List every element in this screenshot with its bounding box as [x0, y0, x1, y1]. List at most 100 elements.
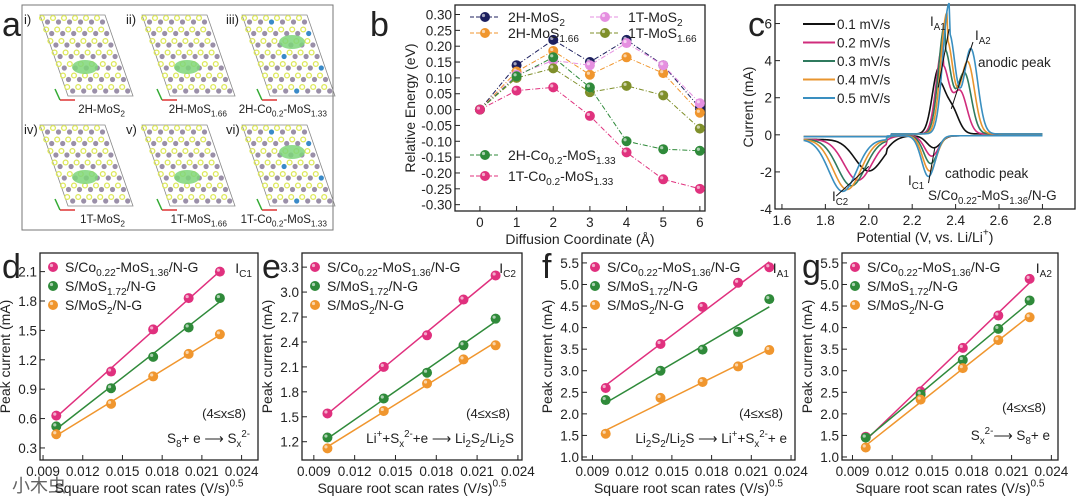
text-run: 0.012	[338, 464, 372, 479]
sulfur-atom	[216, 72, 224, 79]
text-run: 2.4	[280, 335, 299, 350]
molybdenum-atom	[246, 129, 253, 135]
sulfur-atom	[200, 136, 207, 143]
text-run: 1.66	[559, 34, 579, 45]
text-run: 1T-MoS	[171, 214, 212, 226]
text-run: /N-G	[711, 259, 741, 275]
data-point	[694, 123, 705, 134]
data-point-highlight	[696, 147, 700, 151]
molybdenum-atom	[178, 76, 185, 83]
sulfur-atom	[304, 147, 311, 155]
text-run: /N-G	[669, 278, 699, 294]
text-run: 2H-Co	[508, 147, 549, 163]
data-point-highlight	[696, 100, 700, 104]
y-tick-label: 3.0	[280, 285, 299, 300]
sulfur-atom	[186, 49, 193, 56]
molybdenum-atom	[214, 163, 220, 170]
sulfur-atom	[59, 72, 67, 79]
text-run: 0.6	[18, 412, 37, 427]
data-point-highlight	[851, 282, 856, 287]
text-run: 2	[649, 306, 655, 317]
axis-arrow-b-icon	[256, 88, 263, 101]
sulfur-atom	[110, 170, 117, 178]
text-run: 2H-MoS	[169, 104, 212, 116]
legend-label: S/MoS1.72/N-G	[607, 278, 698, 298]
sulfur-atom	[153, 159, 160, 166]
sulfur-atom	[273, 14, 281, 22]
x-axis-label: Square root scan rates (V/s)0.5	[855, 479, 1044, 496]
molybdenum-atom	[44, 129, 51, 135]
sulfur-atom	[205, 72, 213, 79]
text-run: 2	[120, 109, 125, 118]
sulfur-atom	[178, 26, 185, 33]
data-point	[511, 85, 522, 96]
text-run: Li	[635, 431, 646, 446]
chart-f: 0.009 0.012 0.015 0.018 0.021 0.024 1.0 1.5 2.0 2…	[539, 252, 808, 496]
sulfur-atom	[162, 14, 170, 22]
data-point-highlight	[1026, 297, 1030, 301]
text-run: Peak current (mA)	[259, 300, 275, 414]
structure-index: i)	[24, 12, 31, 27]
charge-density-blob	[279, 35, 305, 49]
text-run: 0.015	[379, 464, 413, 479]
text-run: 8	[176, 439, 181, 450]
data-point-highlight	[107, 400, 112, 404]
chart-g: 0.009 0.012 0.015 0.018 0.021 0.024 1.0 1.5 2.0 2…	[799, 252, 1069, 496]
data-point-highlight	[586, 112, 590, 117]
sulfur-atom	[84, 159, 91, 166]
x-tick-label: 3	[586, 215, 594, 230]
data-point-highlight	[460, 356, 464, 360]
text-run: I	[975, 28, 979, 43]
molybdenum-atom	[205, 198, 211, 204]
peak-label: IA2	[1036, 260, 1053, 280]
text-run: I	[773, 260, 777, 276]
molybdenum-atom	[273, 140, 279, 147]
molybdenum-atom	[87, 186, 94, 193]
molybdenum-atom	[166, 152, 172, 158]
y-axis-label: Current (mA)	[740, 67, 756, 148]
molybdenum-atom	[90, 53, 96, 60]
range-note: (4≤x≤8)	[466, 406, 510, 421]
molybdenum-atom	[167, 76, 174, 83]
legend-marker	[48, 300, 58, 310]
molybdenum-atom	[99, 129, 106, 135]
data-point-highlight	[550, 65, 554, 69]
text-run: 4.5	[820, 299, 839, 314]
molybdenum-atom	[55, 19, 62, 25]
sulfur-atom	[271, 147, 278, 155]
sulfur-atom	[189, 26, 196, 33]
molybdenum-atom	[189, 186, 196, 193]
sulfur-atom	[55, 60, 62, 68]
molybdenum-atom	[184, 140, 190, 147]
charge-density-blob	[72, 170, 98, 184]
sulfur-atom	[201, 170, 208, 178]
sulfur-atom	[58, 37, 65, 45]
data-point	[490, 340, 501, 351]
data-point-highlight	[601, 13, 606, 18]
sulfur-atom	[149, 147, 156, 155]
molybdenum-atom	[70, 88, 76, 94]
text-run: Diffusion Coordinate (Å)	[505, 231, 654, 247]
legend-label: S/Co0.22-MoS1.36/N-G	[867, 259, 1000, 279]
sulfur-atom	[87, 26, 94, 33]
data-point-highlight	[623, 138, 627, 142]
text-run: ii)	[126, 12, 136, 27]
data-point-highlight	[696, 185, 700, 189]
molybdenum-atom	[105, 65, 111, 71]
y-axis-label: Peak current (mA)	[259, 300, 275, 414]
text-run: 0.009	[576, 464, 610, 479]
molybdenum-atom	[301, 19, 308, 25]
text-run: Current (mA)	[740, 67, 756, 148]
structure-4: iv) 1T-MoS2	[24, 122, 134, 228]
watermark: 小木虫	[12, 476, 66, 496]
text-run: 0.1 mV/s	[837, 17, 891, 32]
text-run: (4≤x≤8)	[739, 406, 783, 421]
sulfur-atom	[66, 60, 73, 68]
sulfur-atom	[308, 159, 315, 166]
sulfur-atom	[82, 14, 90, 22]
text-run: Relative Energy (eV)	[402, 43, 418, 172]
text-run: 5.0	[820, 277, 839, 292]
reaction-equation: Li2S2/Li2S ⟶ Li++Sx2-+ e	[635, 429, 787, 450]
y-tick-label: 3.5	[820, 342, 839, 357]
text-run: 0.012	[875, 464, 909, 479]
